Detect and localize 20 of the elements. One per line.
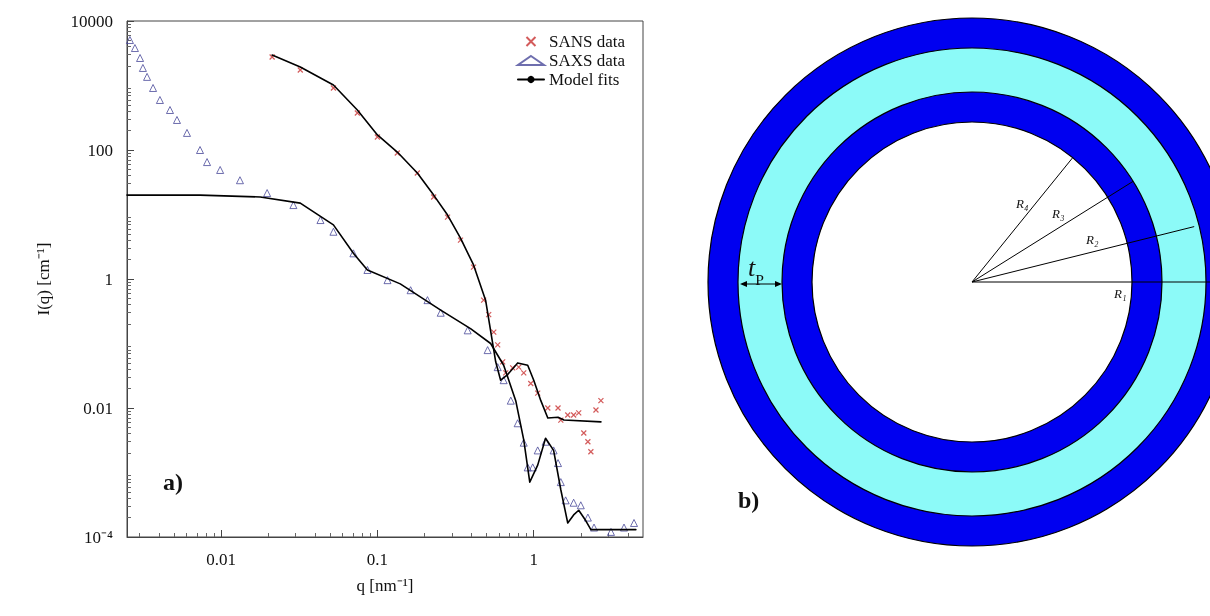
legend-label: SANS data [548, 32, 626, 51]
x-tick-label: 0.01 [206, 550, 236, 569]
y-axis-title: I(q) [cm⁻¹] [34, 242, 53, 316]
text: t$_{P}$ [748, 253, 765, 288]
y-tick-label: 10⁻⁴ [84, 527, 114, 547]
x-tick-label: 0.1 [366, 550, 389, 569]
y-tick-label: 1 [104, 269, 113, 289]
x-tick-label: 1 [529, 550, 538, 569]
y-tick-label: 100 [87, 140, 113, 160]
y-tick-label: 10000 [70, 11, 113, 31]
y-tick-label: 0.01 [83, 398, 113, 418]
text: R₂ [1085, 232, 1099, 247]
text: R₃ [1051, 206, 1065, 221]
text: R₄ [1015, 196, 1029, 211]
text: b) [738, 487, 760, 513]
legend-label: Model fits [548, 70, 620, 89]
annotation: a) [163, 469, 183, 495]
text: R₁ [1113, 286, 1127, 301]
x-axis-title: q [nm⁻¹] [356, 576, 414, 595]
legend-label: SAXS data [548, 51, 626, 70]
